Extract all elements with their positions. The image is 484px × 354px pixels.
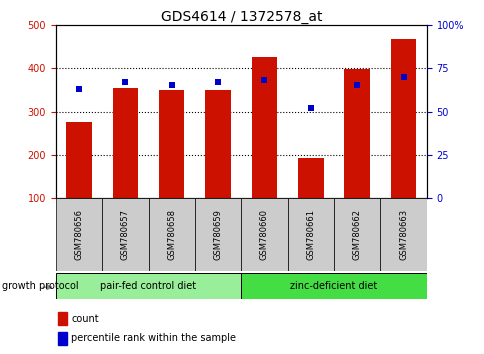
Text: GSM780660: GSM780660: [259, 209, 269, 260]
Bar: [56, 273, 241, 299]
Text: GSM780658: GSM780658: [167, 209, 176, 260]
Text: zinc-deficient diet: zinc-deficient diet: [290, 281, 377, 291]
Bar: [333, 198, 379, 271]
Text: GSM780662: GSM780662: [352, 209, 361, 260]
Text: GSM780656: GSM780656: [75, 209, 83, 260]
Bar: [379, 198, 426, 271]
Title: GDS4614 / 1372578_at: GDS4614 / 1372578_at: [160, 10, 321, 24]
Text: count: count: [71, 314, 99, 324]
Text: growth protocol: growth protocol: [2, 281, 79, 291]
Bar: [102, 198, 148, 271]
Bar: [241, 198, 287, 271]
Text: percentile rank within the sample: percentile rank within the sample: [71, 333, 236, 343]
Bar: [241, 273, 426, 299]
Bar: [205, 90, 230, 198]
Text: GSM780657: GSM780657: [121, 209, 130, 260]
Bar: [159, 90, 184, 198]
Bar: [58, 332, 67, 345]
Bar: [251, 57, 277, 198]
Bar: [298, 158, 323, 198]
Bar: [56, 198, 102, 271]
Bar: [195, 198, 241, 271]
Bar: [148, 198, 195, 271]
Bar: [112, 88, 138, 198]
Text: pair-fed control diet: pair-fed control diet: [100, 281, 196, 291]
Text: GSM780659: GSM780659: [213, 209, 222, 260]
Bar: [66, 122, 91, 198]
Bar: [344, 69, 369, 198]
Text: GSM780663: GSM780663: [398, 209, 407, 260]
Bar: [58, 312, 67, 325]
Text: GSM780661: GSM780661: [306, 209, 315, 260]
Bar: [287, 198, 333, 271]
Bar: [390, 39, 415, 198]
